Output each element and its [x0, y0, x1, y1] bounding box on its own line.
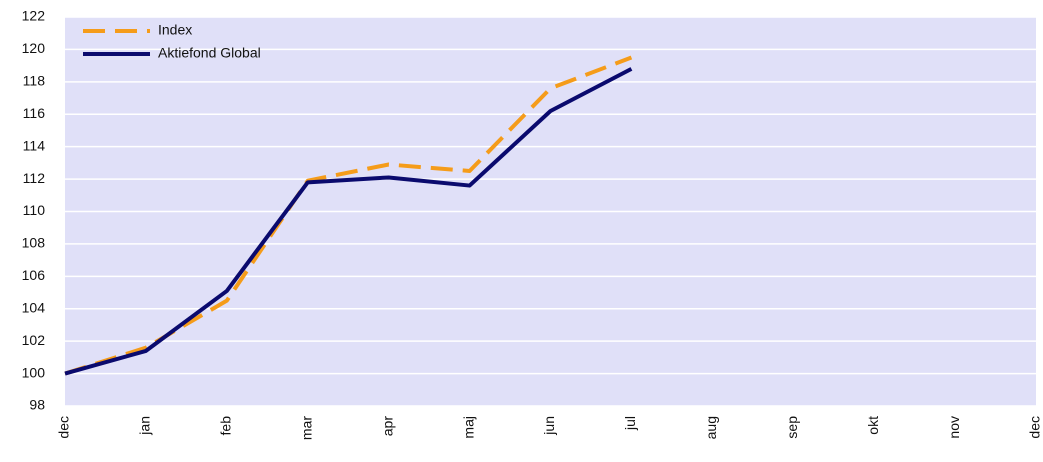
y-tick-label: 102: [22, 332, 46, 348]
x-tick-label: dec: [1027, 416, 1043, 439]
y-tick-label: 106: [22, 267, 46, 283]
x-tick-label: dec: [56, 416, 72, 439]
x-tick-label: aug: [703, 416, 719, 439]
legend-label: Index: [158, 22, 192, 38]
y-tick-label: 114: [23, 137, 46, 153]
y-tick-label: 122: [22, 8, 46, 24]
x-tick-label: sep: [784, 416, 800, 439]
x-tick-label: okt: [865, 416, 881, 435]
y-tick-label: 98: [29, 397, 45, 413]
x-tick-label: jan: [137, 416, 153, 436]
y-tick-label: 104: [22, 299, 46, 315]
y-tick-label: 108: [22, 235, 46, 251]
x-tick-label: jun: [541, 416, 557, 436]
y-tick-label: 118: [23, 73, 46, 89]
y-tick-label: 116: [23, 105, 46, 121]
series-line: [64, 67, 633, 376]
y-tick-label: 110: [23, 202, 46, 218]
x-tick-label: feb: [218, 416, 234, 436]
x-tick-label: apr: [379, 416, 395, 437]
x-tick-label: mar: [298, 416, 314, 440]
x-tick-label: jul: [622, 416, 638, 431]
x-tick-label: nov: [946, 416, 962, 439]
y-tick-label: 112: [23, 170, 46, 186]
legend-label: Aktiefond Global: [158, 45, 261, 61]
y-tick-label: 120: [22, 40, 46, 56]
x-tick-label: maj: [460, 416, 476, 439]
y-tick-label: 100: [22, 364, 46, 380]
